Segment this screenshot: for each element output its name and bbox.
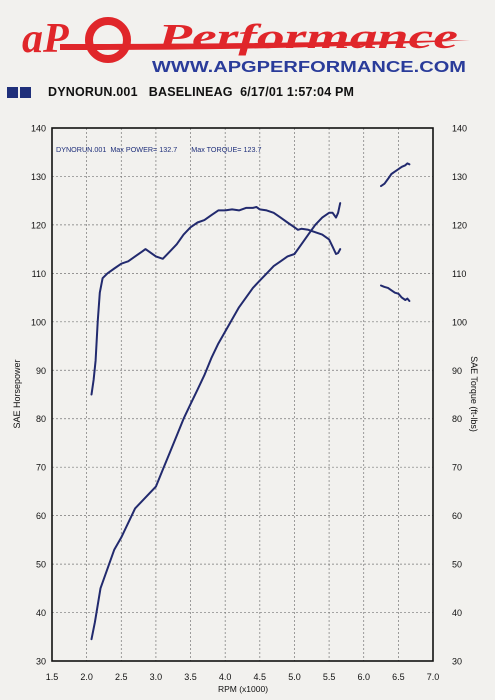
y-axis-right: 30 40 50 60 70 80 90 100 110 120 130 140: [452, 124, 467, 667]
series-line: [90, 206, 342, 396]
y-left-tick-label: 70: [36, 463, 46, 473]
y-left-tick-label: 90: [36, 366, 46, 376]
y-axis-right-label: SAE Torque (ft-lbs): [469, 356, 479, 432]
x-axis: 1.5 2.0 2.5 3.0 3.5 4.0 4.5 5.0 5.5 6.0 6.5 7.0: [46, 672, 440, 682]
x-tick-label: 3.5: [184, 672, 197, 682]
y-left-tick-label: 30: [36, 657, 46, 667]
y-left-tick-label: 50: [36, 560, 46, 570]
legend-square-1: [7, 87, 18, 98]
x-tick-label: 4.5: [254, 672, 267, 682]
y-left-tick-label: 100: [31, 317, 46, 327]
logo-swoosh: [60, 40, 470, 50]
y-right-tick-label: 60: [452, 511, 462, 521]
legend-square-2: [20, 87, 31, 98]
y-left-tick-label: 130: [31, 172, 46, 182]
y-axis-left-label: SAE Horsepower: [12, 359, 22, 428]
y-right-tick-label: 70: [452, 463, 462, 473]
y-right-tick-label: 140: [452, 124, 467, 134]
dyno-chart: 30 40 50 60 70 80 90 100 110 120 130 140 30 40 50 60 70…: [12, 124, 479, 695]
logo-url: WWW.APGPERFORMANCE.COM: [152, 59, 466, 76]
series-lines: [90, 162, 411, 641]
x-axis-label: RPM (x1000): [218, 684, 268, 694]
logo-g-ring: [85, 17, 131, 63]
y-right-tick-label: 40: [452, 608, 462, 618]
run-header-text: DYNORUN.001 BASELINEAG 6/17/01 1:57:04 P…: [48, 85, 354, 99]
chart-annotation: DYNORUN.001 Max POWER= 132.7 Max TORQUE=…: [56, 145, 261, 154]
logo-mark: aP: [22, 16, 69, 62]
y-right-tick-label: 130: [452, 172, 467, 182]
series-line: [90, 202, 342, 641]
y-right-tick-label: 50: [452, 560, 462, 570]
logo-word: Performance: [156, 17, 458, 56]
x-tick-label: 6.0: [357, 672, 370, 682]
run-name: BASELINEAG: [148, 85, 233, 99]
y-left-tick-label: 40: [36, 608, 46, 618]
x-tick-label: 4.0: [219, 672, 232, 682]
y-left-tick-label: 120: [31, 220, 46, 230]
y-axis-left: 30 40 50 60 70 80 90 100 110 120 130 140: [31, 124, 46, 667]
y-left-tick-label: 80: [36, 414, 46, 424]
y-left-tick-label: 110: [32, 269, 46, 279]
run-id: DYNORUN.001: [48, 85, 138, 99]
x-tick-label: 2.0: [80, 672, 93, 682]
y-left-tick-label: 140: [31, 124, 46, 134]
apg-performance-logo: aP Performance WWW.APGPERFORMANCE.COM: [22, 16, 470, 76]
y-right-tick-label: 100: [452, 317, 467, 327]
run-header: DYNORUN.001 BASELINEAG 6/17/01 1:57:04 P…: [0, 84, 495, 104]
plot-frame: [51, 127, 434, 662]
y-right-tick-label: 30: [452, 657, 462, 667]
x-tick-label: 1.5: [46, 672, 59, 682]
series-line: [380, 284, 411, 302]
y-right-tick-label: 90: [452, 366, 462, 376]
grid: [52, 128, 433, 661]
y-right-tick-label: 110: [452, 269, 466, 279]
x-tick-label: 6.5: [392, 672, 405, 682]
y-right-tick-label: 120: [452, 220, 467, 230]
x-tick-label: 2.5: [115, 672, 128, 682]
x-tick-label: 5.0: [288, 672, 301, 682]
x-tick-label: 7.0: [427, 672, 440, 682]
y-left-tick-label: 60: [36, 511, 46, 521]
series-line: [380, 162, 411, 188]
y-right-tick-label: 80: [452, 414, 462, 424]
x-tick-label: 5.5: [323, 672, 336, 682]
x-tick-label: 3.0: [150, 672, 163, 682]
run-date-time: 6/17/01 1:57:04 PM: [240, 85, 355, 99]
